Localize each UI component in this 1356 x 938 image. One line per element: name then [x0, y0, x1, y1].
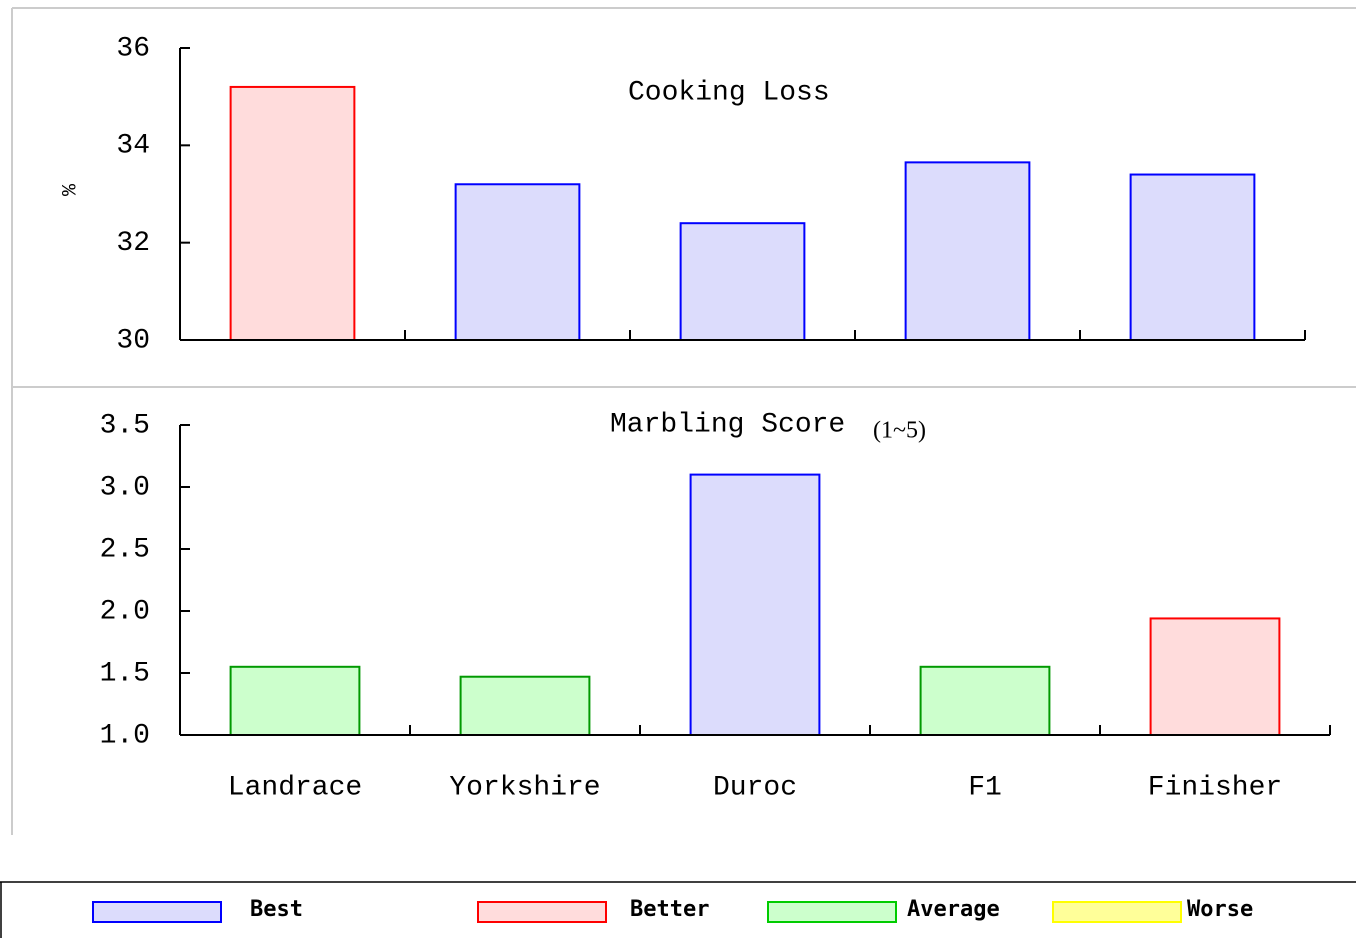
y-tick-label: 36 — [116, 33, 150, 64]
bar — [459, 675, 591, 736]
bar — [454, 183, 581, 341]
legend-swatch — [767, 901, 897, 923]
x-tick-label: Landrace — [228, 772, 362, 803]
legend-label: Better — [630, 897, 709, 922]
chart-title: Cooking Loss — [628, 77, 830, 108]
bar — [904, 161, 1031, 341]
y-tick-label: 1.5 — [100, 658, 150, 689]
legend-swatch — [92, 901, 222, 923]
legend-swatch — [477, 901, 607, 923]
chart-subtitle: (1~5) — [873, 418, 926, 444]
bar — [679, 222, 806, 341]
legend-swatch — [1052, 901, 1182, 923]
y-tick-label: 1.0 — [100, 720, 150, 751]
x-tick-label: Finisher — [1148, 772, 1282, 803]
y-tick-label: 3.5 — [100, 410, 150, 441]
bar — [1129, 173, 1256, 341]
x-tick-label: Yorkshire — [449, 772, 600, 803]
y-tick-label: 3.0 — [100, 472, 150, 503]
x-tick-label: Duroc — [713, 772, 797, 803]
legend-label: Average — [907, 897, 1000, 922]
x-tick-label: F1 — [968, 772, 1002, 803]
legend-label: Best — [250, 897, 303, 922]
y-tick-label: 2.0 — [100, 596, 150, 627]
bar — [1149, 617, 1281, 736]
bar — [229, 85, 356, 341]
y-axis-label: % — [59, 183, 82, 196]
y-tick-label: 2.5 — [100, 534, 150, 565]
chart-title: Marbling Score — [610, 409, 845, 440]
bar — [689, 473, 821, 736]
y-tick-label: 30 — [116, 325, 150, 356]
y-tick-label: 34 — [116, 131, 150, 162]
legend-label: Worse — [1187, 897, 1253, 922]
bar — [229, 665, 361, 736]
y-tick-label: 32 — [116, 228, 150, 259]
bar — [919, 665, 1051, 736]
